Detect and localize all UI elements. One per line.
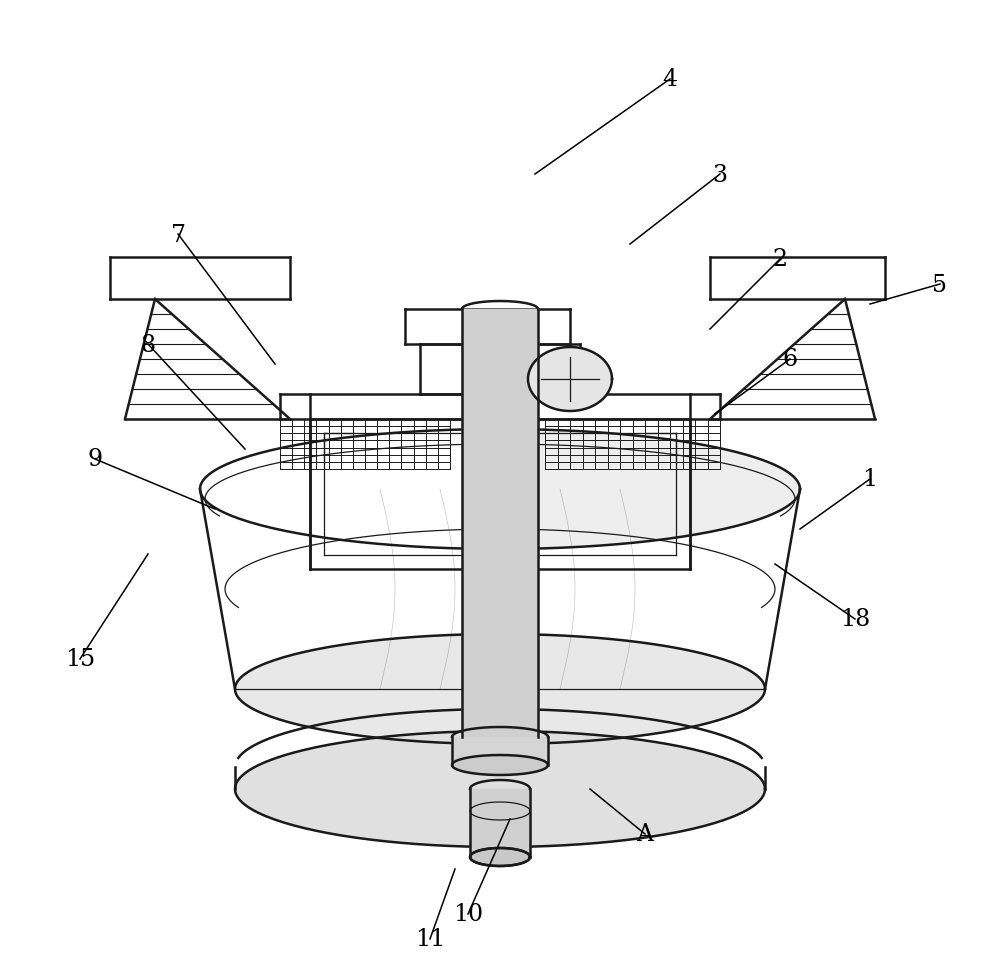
Text: 11: 11 [415,927,445,951]
Text: 10: 10 [453,903,483,925]
Text: 15: 15 [65,647,95,671]
Polygon shape [470,789,530,857]
Text: 4: 4 [662,68,678,91]
Polygon shape [452,737,548,765]
Text: 6: 6 [782,348,798,371]
Text: 18: 18 [840,608,870,631]
Polygon shape [452,755,548,776]
Polygon shape [235,635,765,744]
Polygon shape [235,732,765,847]
Text: 3: 3 [712,163,728,187]
Text: 1: 1 [862,468,878,491]
Text: 9: 9 [87,448,103,471]
Text: 7: 7 [171,223,186,246]
Polygon shape [500,429,800,744]
Polygon shape [470,848,530,867]
Text: A: A [637,822,654,846]
Text: 5: 5 [932,273,948,296]
Text: 8: 8 [140,333,156,356]
Text: 2: 2 [772,248,788,271]
Polygon shape [528,347,612,412]
Polygon shape [462,310,538,737]
